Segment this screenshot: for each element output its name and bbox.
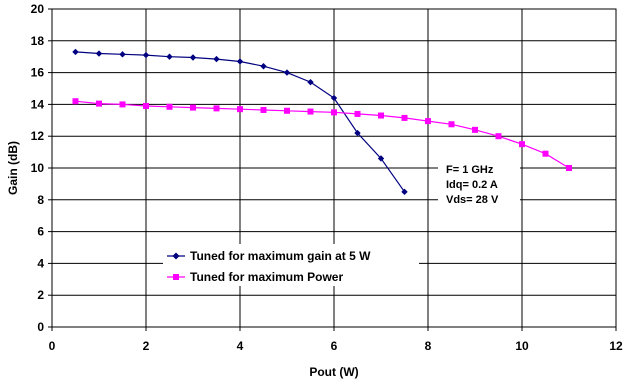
legend-marker-series-2	[173, 274, 179, 280]
data-point	[119, 101, 126, 108]
legend: Tuned for maximum gain at 5 W Tuned for …	[163, 244, 419, 286]
data-point	[213, 105, 220, 112]
legend-label-series-1: Tuned for maximum gain at 5 W	[190, 249, 371, 263]
data-point	[237, 106, 243, 113]
data-point	[95, 50, 103, 57]
series-layer	[72, 48, 572, 196]
data-point	[425, 118, 431, 125]
series-2	[72, 98, 572, 171]
data-point	[495, 133, 502, 140]
x-tick-label: 10	[515, 339, 529, 353]
x-tick-label: 12	[609, 339, 623, 353]
data-point	[542, 150, 549, 157]
data-point	[284, 107, 290, 114]
y-axis-title: Gain (dB)	[6, 141, 20, 195]
x-tick-label: 8	[425, 339, 432, 353]
data-point	[236, 58, 244, 65]
y-tick-label: 4	[37, 256, 44, 270]
legend-marker-series-1	[172, 252, 180, 260]
y-tick-label: 16	[31, 66, 45, 80]
data-point	[330, 94, 338, 102]
y-tick-label: 8	[37, 193, 44, 207]
tick-labels: 0 2 4 6 8 10 12 14 16 18 20 0 2 4 6 8 10 12	[31, 2, 623, 353]
data-point	[378, 112, 384, 119]
data-point	[72, 98, 79, 105]
data-point	[283, 69, 291, 76]
data-point	[142, 51, 150, 59]
data-point	[566, 165, 572, 171]
data-point	[96, 100, 102, 107]
data-point	[166, 53, 173, 60]
data-point	[260, 106, 267, 113]
x-tick-label: 4	[237, 339, 244, 353]
y-tick-label: 10	[31, 161, 45, 175]
annotation-box: F= 1 GHz Idq= 0.2 A Vds= 28 V	[438, 157, 520, 207]
data-point	[189, 54, 197, 61]
data-point	[331, 109, 337, 116]
y-tick-label: 12	[31, 129, 45, 143]
x-tick-label: 0	[49, 339, 56, 353]
legend-background	[163, 244, 419, 286]
data-point	[307, 78, 314, 86]
data-point	[190, 104, 196, 111]
data-point	[401, 114, 408, 121]
y-tick-label: 0	[37, 320, 44, 334]
data-point	[472, 126, 478, 133]
y-tick-label: 18	[31, 34, 45, 48]
annotation-frequency: F= 1 GHz	[446, 164, 494, 176]
x-tick-label: 2	[143, 339, 150, 353]
x-tick-label: 6	[331, 339, 338, 353]
y-tick-label: 20	[31, 2, 45, 16]
legend-label-series-2: Tuned for maximum Power	[190, 270, 343, 284]
data-point	[72, 48, 79, 56]
data-point	[307, 108, 314, 115]
annotation-idq: Idq= 0.2 A	[446, 179, 498, 191]
y-tick-label: 2	[37, 288, 44, 302]
data-point	[166, 103, 173, 110]
data-point	[143, 102, 149, 109]
data-point	[401, 188, 408, 196]
data-point	[354, 110, 361, 117]
data-point	[448, 121, 455, 128]
y-tick-label: 14	[31, 97, 45, 111]
data-point	[119, 51, 126, 58]
x-axis-title: Pout (W)	[309, 365, 358, 379]
data-point	[213, 55, 220, 63]
series-line	[75, 100, 570, 169]
data-point	[260, 63, 267, 70]
y-tick-label: 6	[37, 225, 44, 239]
data-point	[519, 141, 525, 148]
data-point	[377, 155, 385, 162]
annotation-background	[438, 157, 520, 207]
series-1	[72, 48, 408, 196]
data-point	[354, 129, 361, 137]
annotation-vds: Vds= 28 V	[446, 194, 499, 206]
